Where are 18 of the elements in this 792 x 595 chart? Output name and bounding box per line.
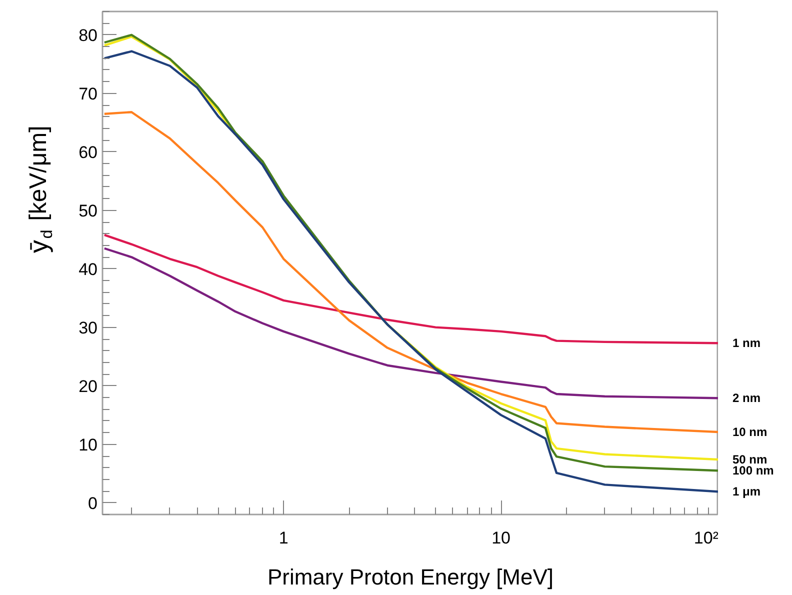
y-axis-title: ȳd [keV/μm]	[24, 126, 56, 253]
series-label: 1 μm	[732, 484, 761, 499]
y-tick-label: 30	[78, 318, 98, 338]
x-axis-title: Primary Proton Energy [MeV]	[267, 564, 554, 590]
x-tick-label: 1	[278, 528, 288, 548]
y-tick-label: 70	[78, 84, 98, 104]
y-tick-label: 60	[78, 142, 98, 162]
series-label: 2 nm	[732, 391, 761, 406]
series-label: 1 nm	[732, 336, 761, 350]
y-tick-label: 0	[88, 494, 98, 513]
y-tick-label: 40	[78, 260, 98, 279]
y-tick-label: 10	[78, 435, 98, 454]
y-tick-label: 80	[78, 26, 98, 45]
y-tick-label: 20	[78, 376, 98, 396]
x-tick-label: 10	[492, 528, 511, 548]
x-tick-label: 10²	[694, 528, 719, 548]
y-tick-label: 50	[78, 201, 98, 220]
series-label: 10 nm	[732, 425, 768, 440]
